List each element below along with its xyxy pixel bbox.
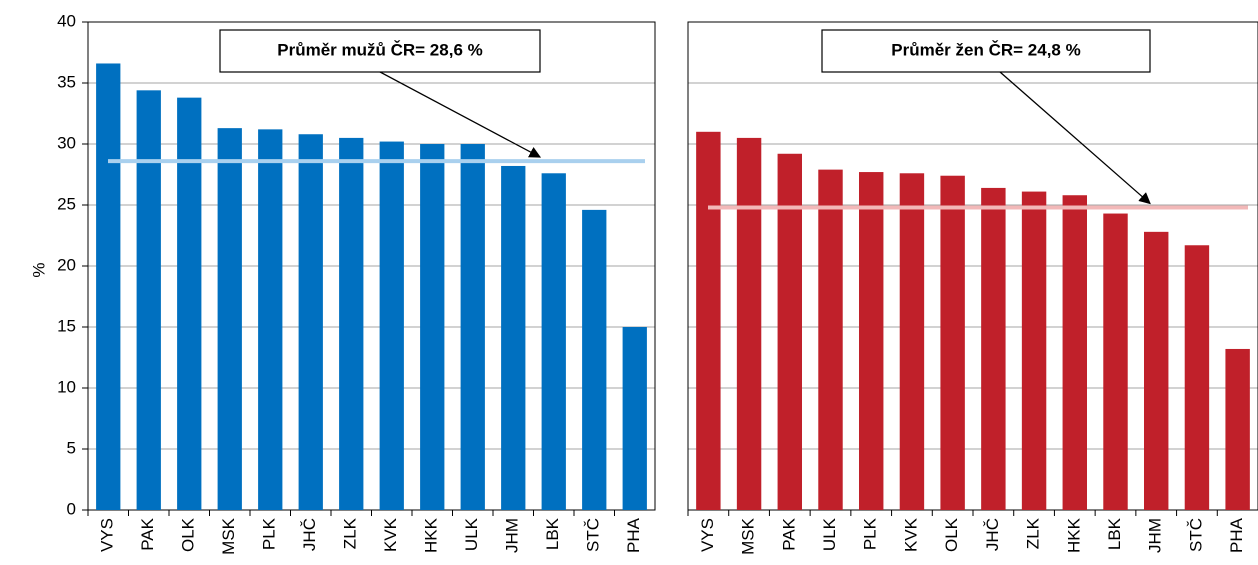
- x-tick-label: LBK: [543, 517, 562, 550]
- x-tick-label: VYS: [98, 518, 117, 552]
- y-tick-label: 25: [57, 194, 76, 213]
- annotation-arrow: [999, 71, 1151, 205]
- x-tick-label: LBK: [1105, 517, 1124, 550]
- bar: [777, 153, 802, 510]
- x-tick-label: STČ: [1186, 518, 1205, 552]
- y-tick-label: 40: [57, 11, 76, 30]
- x-tick-label: OLK: [179, 517, 198, 552]
- x-tick-label: HKK: [422, 517, 441, 553]
- bar: [258, 129, 283, 511]
- x-tick-label: JHČ: [983, 518, 1002, 551]
- x-tick-label: ULK: [820, 517, 839, 551]
- y-tick-label: 35: [57, 72, 76, 91]
- bar: [96, 63, 121, 510]
- x-tick-label: JHM: [503, 518, 522, 553]
- bar: [217, 128, 242, 510]
- bar: [1144, 231, 1169, 510]
- bar: [177, 97, 202, 510]
- x-tick-label: MSK: [219, 517, 238, 555]
- x-tick-label: ZLK: [341, 517, 360, 549]
- y-axis-label: %: [29, 262, 48, 277]
- bar: [1103, 213, 1128, 511]
- bar: [541, 173, 566, 510]
- bar: [736, 137, 762, 510]
- bar: [1184, 245, 1210, 510]
- x-tick-label: JHČ: [300, 518, 319, 551]
- x-tick-label: KVK: [381, 517, 400, 552]
- bar: [339, 137, 364, 510]
- bar: [859, 172, 884, 510]
- annotation-arrow: [379, 71, 542, 158]
- bar: [1021, 191, 1047, 510]
- x-tick-label: MSK: [739, 517, 758, 555]
- x-tick-label: PAK: [138, 517, 157, 550]
- bar: [1225, 348, 1250, 510]
- bar: [899, 173, 925, 510]
- x-tick-label: PLK: [861, 517, 880, 550]
- x-tick-label: JHM: [1146, 518, 1165, 553]
- bar: [818, 169, 843, 510]
- y-tick-label: 15: [57, 316, 76, 335]
- y-tick-label: 20: [57, 255, 76, 274]
- x-tick-label: STČ: [584, 518, 603, 552]
- y-tick-label: 0: [67, 499, 76, 518]
- annotation: Průměr žen ČR= 24,8 %: [891, 40, 1080, 59]
- bar: [136, 90, 161, 510]
- bar: [1062, 195, 1087, 511]
- bar: [298, 134, 323, 511]
- bar: [622, 327, 647, 510]
- y-tick-label: 30: [57, 133, 76, 152]
- bar: [582, 209, 607, 510]
- bar: [501, 165, 526, 510]
- x-tick-label: ULK: [462, 517, 481, 551]
- bar: [460, 144, 485, 510]
- x-tick-label: KVK: [901, 517, 920, 552]
- annotation-box: [821, 29, 1151, 73]
- x-tick-label: ZLK: [1024, 517, 1043, 549]
- bar: [940, 175, 965, 510]
- x-tick-label: PLK: [260, 517, 279, 550]
- x-tick-label: PHA: [1227, 517, 1246, 553]
- x-tick-label: OLK: [942, 517, 961, 552]
- x-tick-label: PHA: [624, 517, 643, 553]
- annotation: Průměr mužů ČR= 28,6 %: [277, 40, 483, 59]
- bar: [379, 141, 404, 510]
- x-tick-label: VYS: [698, 518, 717, 552]
- x-tick-label: PAK: [779, 517, 798, 550]
- y-tick-label: 5: [67, 438, 76, 457]
- bar: [420, 144, 445, 510]
- bar: [981, 187, 1006, 511]
- bar: [696, 131, 721, 511]
- x-tick-label: HKK: [1064, 517, 1083, 553]
- y-tick-label: 10: [57, 377, 76, 396]
- annotation-box: [219, 29, 541, 73]
